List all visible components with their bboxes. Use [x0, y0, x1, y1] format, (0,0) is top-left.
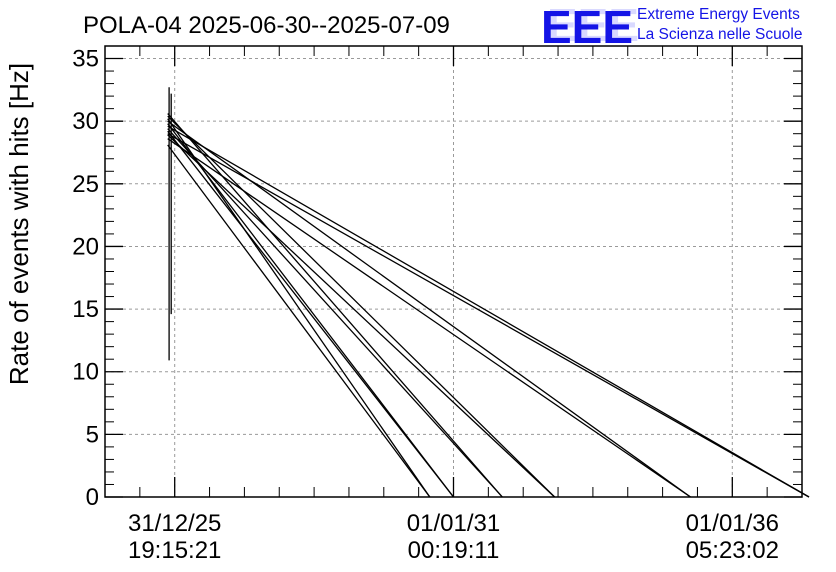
- eee-logo: EEE EEE Extreme Energy Events La Scienza…: [541, 0, 802, 53]
- x-tick-label-time: 19:15:21: [128, 537, 221, 564]
- series-line-7: [167, 133, 810, 498]
- series-line-12: [167, 120, 691, 498]
- series-line-5: [167, 138, 691, 498]
- series-line-10: [167, 113, 503, 498]
- y-tick-label: 30: [72, 108, 99, 135]
- series-line-9: [167, 130, 455, 498]
- grid: [105, 46, 802, 497]
- y-tick-label: 10: [72, 359, 99, 386]
- logo-line-2: La Scienza nelle Scuole: [637, 26, 802, 43]
- logo-mark-front: EEE: [541, 1, 633, 53]
- logo-line-1: Extreme Energy Events: [637, 6, 800, 23]
- y-tick-label: 0: [86, 484, 99, 511]
- series-line-6: [167, 125, 810, 498]
- y-tick-label: 35: [72, 46, 99, 73]
- x-tick-label-date: 01/01/31: [407, 510, 500, 537]
- series-layer: [167, 87, 810, 498]
- series-line-3: [167, 128, 503, 498]
- y-tick-label: 20: [72, 233, 99, 260]
- ticks: [104, 45, 803, 498]
- series-line-4: [167, 115, 556, 498]
- chart-title: POLA-04 2025-06-30--2025-07-09: [83, 12, 450, 39]
- y-tick-label: 25: [72, 171, 99, 198]
- x-tick-label-time: 00:19:11: [408, 537, 500, 564]
- series-line-11: [167, 134, 556, 498]
- y-axis-title: Rate of events with hits [Hz]: [4, 63, 34, 385]
- x-tick-label-date: 31/12/25: [128, 510, 221, 537]
- x-tick-label-time: 05:23:02: [686, 537, 779, 564]
- series-line-8: [167, 144, 431, 498]
- logo-mark: EEE: [547, 0, 639, 51]
- y-tick-label: 5: [86, 421, 99, 448]
- series-line-2: [167, 123, 455, 498]
- x-tick-label-date: 01/01/36: [686, 510, 779, 537]
- y-tick-label: 15: [72, 296, 99, 323]
